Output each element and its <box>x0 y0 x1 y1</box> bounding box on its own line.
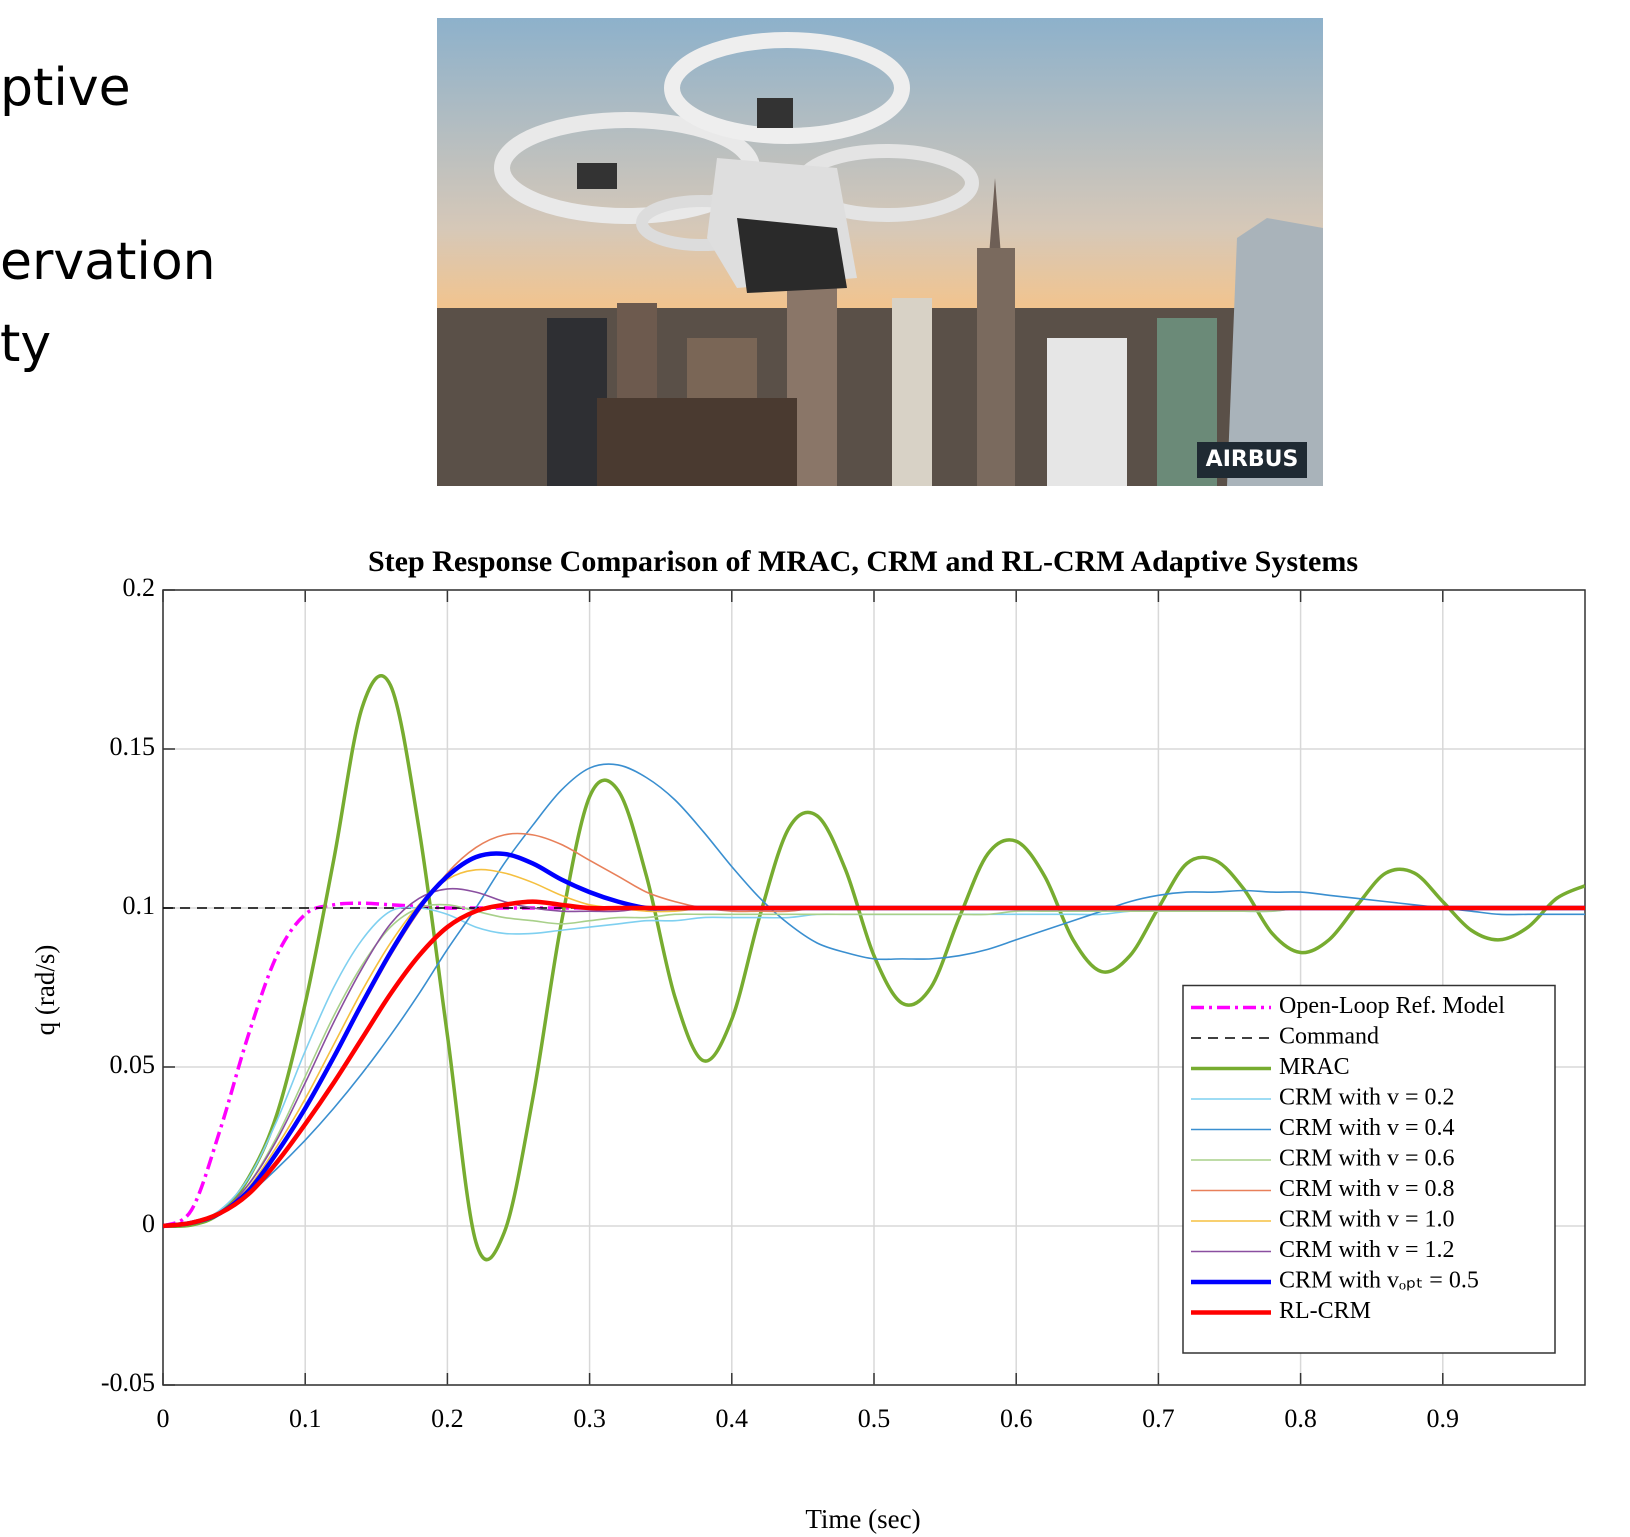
legend-label: MRAC <box>1279 1054 1350 1080</box>
legend-label: CRM with vₒₚₜ = 0.5 <box>1279 1268 1479 1294</box>
legend-label: CRM with v = 1.2 <box>1279 1237 1455 1263</box>
chart-title: Step Response Comparison of MRAC, CRM an… <box>368 545 1358 578</box>
legend-label: CRM with v = 0.8 <box>1279 1176 1455 1202</box>
legend-label: CRM with v = 0.6 <box>1279 1146 1455 1172</box>
y-tick-label: 0.1 <box>123 891 156 920</box>
x-tick-label: 0 <box>157 1404 170 1433</box>
x-tick-label: 0.6 <box>1000 1404 1033 1433</box>
x-tick-label: 0.4 <box>716 1404 749 1433</box>
legend-label: CRM with v = 1.0 <box>1279 1207 1455 1233</box>
legend-label: CRM with v = 0.4 <box>1279 1115 1455 1141</box>
x-tick-label: 0.1 <box>289 1404 322 1433</box>
y-tick-label: 0.15 <box>110 732 156 761</box>
x-tick-label: 0.7 <box>1142 1404 1175 1433</box>
x-tick-label: 0.3 <box>573 1404 606 1433</box>
y-tick-label: 0.2 <box>123 573 156 602</box>
x-tick-label: 0.8 <box>1284 1404 1317 1433</box>
x-tick-label: 0.5 <box>858 1404 891 1433</box>
x-axis-label: Time (sec) <box>805 1504 920 1534</box>
x-tick-label: 0.2 <box>431 1404 464 1433</box>
y-tick-label: -0.05 <box>101 1368 155 1397</box>
legend-label: Open-Loop Ref. Model <box>1279 993 1505 1019</box>
y-axis-label: q (rad/s) <box>30 945 60 1036</box>
y-tick-label: 0.05 <box>110 1050 156 1079</box>
legend-label: CRM with v = 0.2 <box>1279 1085 1455 1111</box>
chart: Step Response Comparison of MRAC, CRM an… <box>0 0 1630 1537</box>
page: ptive ervation ty AIRBUS Step Response C… <box>0 0 1630 1537</box>
legend-label: Command <box>1279 1024 1379 1050</box>
y-tick-label: 0 <box>142 1209 155 1238</box>
x-tick-label: 0.9 <box>1427 1404 1460 1433</box>
legend-label: RL-CRM <box>1279 1298 1371 1324</box>
